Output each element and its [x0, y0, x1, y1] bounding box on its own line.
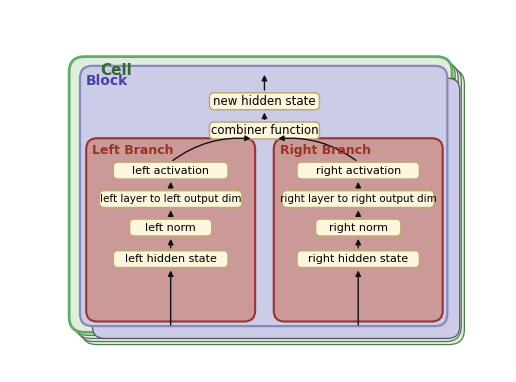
- FancyBboxPatch shape: [209, 122, 319, 139]
- FancyBboxPatch shape: [86, 72, 454, 332]
- FancyBboxPatch shape: [78, 66, 461, 342]
- FancyBboxPatch shape: [114, 251, 228, 268]
- FancyBboxPatch shape: [86, 138, 255, 322]
- Text: left hidden state: left hidden state: [125, 254, 217, 264]
- Text: Block: Block: [86, 74, 128, 87]
- FancyBboxPatch shape: [130, 219, 212, 236]
- FancyBboxPatch shape: [75, 63, 458, 338]
- Text: right norm: right norm: [329, 223, 388, 233]
- FancyBboxPatch shape: [274, 138, 443, 322]
- FancyBboxPatch shape: [316, 219, 401, 236]
- FancyBboxPatch shape: [114, 162, 228, 179]
- FancyBboxPatch shape: [69, 57, 452, 332]
- FancyBboxPatch shape: [282, 191, 434, 207]
- Text: left layer to left output dim: left layer to left output dim: [100, 194, 241, 204]
- Text: left activation: left activation: [132, 165, 209, 176]
- FancyBboxPatch shape: [297, 251, 420, 268]
- Text: combiner function: combiner function: [211, 124, 318, 137]
- FancyBboxPatch shape: [82, 69, 464, 345]
- FancyBboxPatch shape: [89, 75, 457, 335]
- Text: new hidden state: new hidden state: [213, 95, 316, 108]
- FancyBboxPatch shape: [72, 60, 455, 335]
- FancyBboxPatch shape: [100, 191, 242, 207]
- Text: Cell: Cell: [100, 63, 132, 78]
- FancyBboxPatch shape: [83, 69, 450, 329]
- Text: right activation: right activation: [316, 165, 401, 176]
- FancyBboxPatch shape: [209, 93, 319, 110]
- Text: Right Branch: Right Branch: [280, 144, 371, 157]
- FancyBboxPatch shape: [297, 162, 420, 179]
- Text: right hidden state: right hidden state: [308, 254, 408, 264]
- FancyBboxPatch shape: [92, 78, 460, 338]
- Text: right layer to right output dim: right layer to right output dim: [280, 194, 437, 204]
- FancyBboxPatch shape: [80, 66, 447, 326]
- Text: Left Branch: Left Branch: [92, 144, 174, 157]
- Text: left norm: left norm: [146, 223, 196, 233]
